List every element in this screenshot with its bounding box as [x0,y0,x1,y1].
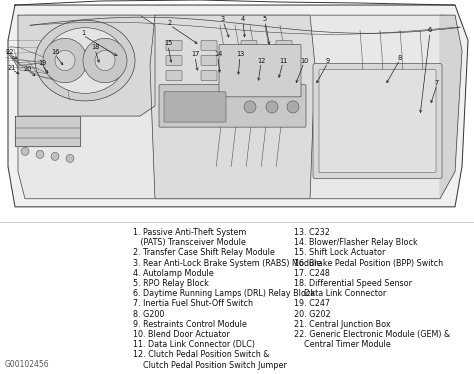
Text: 4: 4 [241,16,245,22]
Text: 18: 18 [91,45,99,50]
Text: 18. Differential Speed Sensor: 18. Differential Speed Sensor [294,279,412,288]
Text: 2. Transfer Case Shift Relay Module: 2. Transfer Case Shift Relay Module [133,248,274,257]
Text: 2: 2 [168,20,172,26]
FancyBboxPatch shape [241,71,257,81]
FancyBboxPatch shape [319,70,436,172]
Text: 1. Passive Anti-Theft System: 1. Passive Anti-Theft System [133,228,246,237]
Circle shape [287,101,299,113]
Circle shape [66,154,74,162]
Text: 3. Rear Anti-Lock Brake System (RABS) Module: 3. Rear Anti-Lock Brake System (RABS) Mo… [133,258,321,267]
Text: 11: 11 [279,58,287,64]
FancyBboxPatch shape [201,55,217,65]
Circle shape [95,50,115,71]
Text: G00102456: G00102456 [5,360,49,369]
FancyBboxPatch shape [166,71,182,81]
Text: 15: 15 [164,40,172,46]
FancyBboxPatch shape [164,92,226,122]
Text: 9: 9 [326,58,330,64]
FancyBboxPatch shape [313,64,442,178]
Text: 22: 22 [6,49,14,55]
Text: 21. Central Junction Box: 21. Central Junction Box [294,320,391,329]
Text: 13: 13 [236,52,244,58]
FancyBboxPatch shape [159,85,306,127]
Text: 22. Generic Electronic Module (GEM) &: 22. Generic Electronic Module (GEM) & [294,330,450,339]
Text: 13. C232: 13. C232 [294,228,330,237]
Circle shape [36,150,44,159]
Text: 20. G202: 20. G202 [294,310,330,319]
Text: 6. Daytime Running Lamps (DRL) Relay Block: 6. Daytime Running Lamps (DRL) Relay Blo… [133,289,315,298]
Text: Central Timer Module: Central Timer Module [294,340,391,349]
Text: 1: 1 [81,30,85,36]
Text: 8: 8 [398,55,402,61]
FancyBboxPatch shape [166,55,182,65]
Text: 10. Blend Door Actuator: 10. Blend Door Actuator [133,330,229,339]
Text: 19. C247: 19. C247 [294,299,330,309]
Circle shape [244,101,256,113]
Polygon shape [18,15,155,116]
Circle shape [21,147,29,155]
Polygon shape [150,15,315,199]
Text: 14: 14 [214,52,222,58]
Ellipse shape [35,20,135,101]
Text: 15. Shift Lock Actuator: 15. Shift Lock Actuator [294,248,385,257]
Polygon shape [8,5,468,207]
Circle shape [83,39,127,83]
Text: Clutch Pedal Position Switch Jumper: Clutch Pedal Position Switch Jumper [133,361,287,370]
FancyBboxPatch shape [276,55,292,65]
Text: 5: 5 [263,16,267,22]
FancyBboxPatch shape [219,45,301,97]
Text: 12. Clutch Pedal Position Switch &: 12. Clutch Pedal Position Switch & [133,350,269,359]
Polygon shape [440,15,462,199]
Ellipse shape [45,28,125,94]
FancyBboxPatch shape [166,40,182,50]
Polygon shape [18,15,455,199]
Circle shape [266,101,278,113]
Polygon shape [15,116,80,146]
FancyBboxPatch shape [276,40,292,50]
Circle shape [43,39,87,83]
FancyBboxPatch shape [201,71,217,81]
Text: 8. G200: 8. G200 [133,310,164,319]
Text: 14. Blower/Flasher Relay Block: 14. Blower/Flasher Relay Block [294,238,418,247]
Text: 16. Brake Pedal Position (BPP) Switch: 16. Brake Pedal Position (BPP) Switch [294,258,443,267]
Text: 16: 16 [51,49,59,55]
Text: 4. Autolamp Module: 4. Autolamp Module [133,269,213,278]
Text: 19: 19 [38,59,46,65]
Text: 10: 10 [300,58,308,64]
Text: 9. Restraints Control Module: 9. Restraints Control Module [133,320,246,329]
Text: 5. RPO Relay Block: 5. RPO Relay Block [133,279,209,288]
Text: 21: 21 [8,65,16,71]
Circle shape [51,152,59,160]
Text: 7. Inertia Fuel Shut-Off Switch: 7. Inertia Fuel Shut-Off Switch [133,299,253,309]
Text: 6: 6 [428,27,432,33]
Text: 11. Data Link Connector (DLC): 11. Data Link Connector (DLC) [133,340,255,349]
Text: (PATS) Transceiver Module: (PATS) Transceiver Module [133,238,246,247]
Text: Data Link Connector: Data Link Connector [294,289,386,298]
Text: 3: 3 [221,16,225,22]
FancyBboxPatch shape [241,40,257,50]
FancyBboxPatch shape [201,40,217,50]
Text: 12: 12 [257,58,265,64]
Text: 17: 17 [191,52,199,58]
Text: 17. C248: 17. C248 [294,269,330,278]
Text: 20: 20 [24,65,32,71]
Circle shape [55,50,75,71]
FancyBboxPatch shape [241,55,257,65]
Text: 7: 7 [435,80,439,86]
FancyBboxPatch shape [276,71,292,81]
